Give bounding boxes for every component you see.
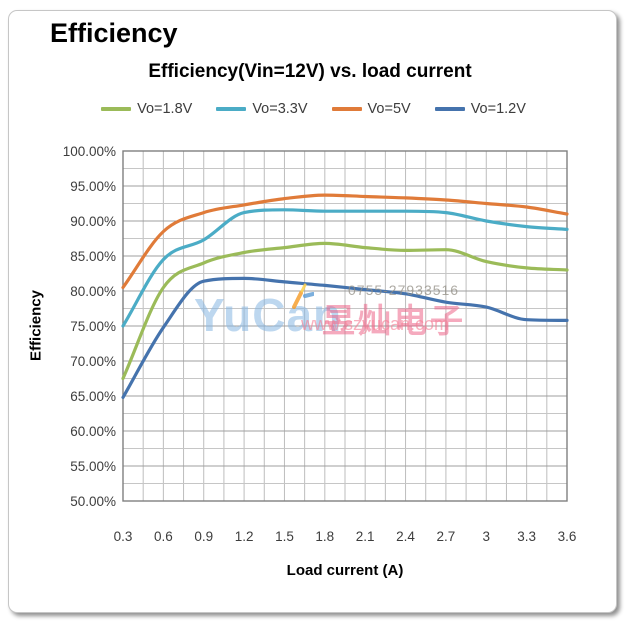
y-tick-label: 90.00% — [70, 214, 116, 229]
legend-label: Vo=1.2V — [470, 101, 526, 117]
y-tick-label: 60.00% — [70, 424, 116, 439]
x-tick-label: 3.6 — [558, 529, 577, 544]
series-line-vo-3-3v — [121, 208, 569, 328]
x-tick-label: 1.5 — [275, 529, 294, 544]
legend: Vo=1.8V Vo=3.3V Vo=5V Vo=1.2V — [0, 101, 627, 117]
y-tick-label: 65.00% — [70, 389, 116, 404]
y-tick-label: 50.00% — [70, 494, 116, 509]
legend-line-swatch — [331, 107, 362, 111]
x-tick-label: 2.4 — [396, 529, 415, 544]
y-tick-label: 75.00% — [70, 319, 116, 334]
x-axis-title: Load current (A) — [286, 562, 404, 579]
x-tick-label: 2.1 — [356, 529, 375, 544]
series-line-vo-1-2v — [121, 276, 569, 399]
x-tick-label: 2.7 — [437, 529, 456, 544]
legend-label: Vo=3.3V — [252, 101, 308, 117]
x-tick-label: 3.3 — [517, 529, 536, 544]
y-tick-label: 100.00% — [63, 144, 116, 159]
y-tick-label: 70.00% — [70, 354, 116, 369]
x-tick-label: 1.2 — [235, 529, 254, 544]
x-tick-label: 0.3 — [114, 529, 133, 544]
x-tick-label: 1.8 — [315, 529, 334, 544]
series-line-vo-1-8v — [121, 241, 569, 381]
legend-label: Vo=1.8V — [137, 101, 193, 117]
x-tick-label: 3 — [483, 529, 491, 544]
y-tick-label: 55.00% — [70, 459, 116, 474]
legend-item-vo-5v: Vo=5V — [331, 101, 411, 117]
x-tick-label: 0.9 — [194, 529, 213, 544]
legend-item-vo-3v3: Vo=3.3V — [216, 101, 308, 117]
y-tick-label: 85.00% — [70, 249, 116, 264]
series-line-vo-5v — [121, 193, 569, 290]
legend-line-swatch — [434, 107, 465, 111]
page-title: Efficiency — [50, 18, 178, 48]
y-axis-title: Efficiency — [27, 290, 45, 361]
chart-title: Efficiency(Vin=12V) vs. load current — [148, 61, 472, 82]
y-tick-label: 95.00% — [70, 179, 116, 194]
legend-item-vo-1v2: Vo=1.2V — [434, 101, 526, 117]
legend-item-vo-1v8: Vo=1.8V — [101, 101, 192, 117]
legend-label: Vo=5V — [367, 101, 411, 117]
y-tick-label: 80.00% — [70, 284, 116, 299]
legend-line-swatch — [216, 107, 247, 111]
legend-line-swatch — [101, 107, 132, 111]
x-tick-label: 0.6 — [154, 529, 173, 544]
